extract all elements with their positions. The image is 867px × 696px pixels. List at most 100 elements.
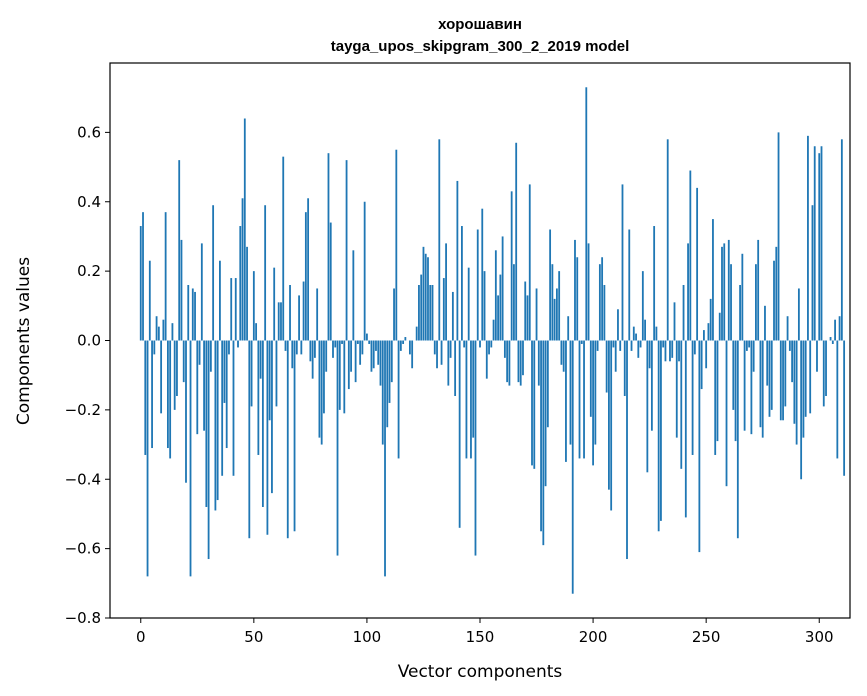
bar-9 bbox=[160, 340, 163, 414]
bar-172 bbox=[528, 184, 531, 341]
bar-28 bbox=[203, 340, 205, 431]
bar-311 bbox=[843, 340, 846, 476]
bar-112 bbox=[393, 288, 395, 341]
x-tick-label: 150 bbox=[466, 628, 495, 646]
bar-103 bbox=[372, 340, 375, 369]
bar-183 bbox=[553, 298, 556, 341]
bar-305 bbox=[829, 337, 832, 341]
bar-51 bbox=[255, 323, 258, 341]
bar-276 bbox=[764, 305, 766, 341]
bar-30 bbox=[207, 340, 210, 560]
bar-303 bbox=[825, 340, 827, 396]
bar-290 bbox=[795, 340, 798, 445]
bar-163 bbox=[508, 340, 511, 386]
bar-152 bbox=[483, 271, 486, 341]
bar-237 bbox=[675, 340, 678, 438]
bar-202 bbox=[596, 340, 599, 351]
bar-191 bbox=[571, 340, 574, 594]
bar-170 bbox=[524, 281, 527, 341]
bar-37 bbox=[223, 340, 226, 403]
bar-74 bbox=[307, 198, 310, 341]
bar-62 bbox=[280, 302, 282, 341]
bar-130 bbox=[433, 340, 436, 355]
bar-204 bbox=[601, 257, 604, 341]
y-tick-label: −0.2 bbox=[65, 401, 101, 419]
bar-79 bbox=[318, 340, 321, 438]
bar-300 bbox=[818, 153, 821, 341]
bar-174 bbox=[533, 340, 536, 469]
bar-213 bbox=[621, 184, 624, 341]
bar-87 bbox=[336, 340, 339, 556]
bar-116 bbox=[402, 340, 405, 344]
bar-104 bbox=[375, 340, 377, 351]
bar-99 bbox=[363, 201, 366, 341]
bar-151 bbox=[481, 208, 484, 341]
bar-27 bbox=[200, 243, 203, 341]
bar-281 bbox=[775, 246, 778, 341]
bar-200 bbox=[592, 340, 594, 466]
bar-20 bbox=[185, 340, 187, 483]
bar-12 bbox=[166, 340, 169, 449]
bar-189 bbox=[567, 316, 570, 341]
bar-4 bbox=[148, 260, 151, 341]
bar-80 bbox=[320, 340, 323, 445]
bar-53 bbox=[259, 340, 262, 379]
bar-158 bbox=[497, 295, 499, 341]
bar-124 bbox=[420, 274, 423, 341]
bar-69 bbox=[295, 340, 298, 355]
bar-78 bbox=[316, 288, 319, 341]
bar-132 bbox=[438, 139, 441, 341]
bar-36 bbox=[221, 340, 224, 476]
bar-115 bbox=[399, 340, 402, 351]
bar-147 bbox=[472, 340, 475, 438]
bar-40 bbox=[230, 278, 233, 341]
bar-107 bbox=[381, 340, 384, 445]
bar-41 bbox=[232, 340, 235, 476]
bar-230 bbox=[660, 340, 662, 521]
bar-94 bbox=[352, 250, 355, 341]
bar-92 bbox=[347, 340, 350, 390]
bar-279 bbox=[770, 340, 773, 410]
bar-145 bbox=[467, 267, 470, 341]
bar-59 bbox=[273, 267, 276, 341]
bar-244 bbox=[691, 340, 694, 455]
bar-228 bbox=[655, 326, 658, 341]
bar-164 bbox=[510, 191, 513, 341]
bar-207 bbox=[608, 340, 610, 490]
bar-137 bbox=[449, 340, 452, 358]
bar-167 bbox=[517, 340, 520, 383]
bar-88 bbox=[338, 340, 341, 410]
bar-61 bbox=[277, 302, 280, 341]
bar-93 bbox=[350, 340, 352, 372]
bar-274 bbox=[759, 340, 762, 428]
bar-154 bbox=[488, 340, 490, 355]
bar-82 bbox=[325, 340, 328, 372]
bar-176 bbox=[537, 340, 540, 386]
bar-22 bbox=[189, 340, 192, 577]
bar-249 bbox=[703, 330, 705, 341]
bar-67 bbox=[291, 340, 294, 369]
bar-220 bbox=[637, 340, 640, 358]
bar-306 bbox=[831, 340, 834, 344]
bar-212 bbox=[619, 340, 622, 351]
bar-234 bbox=[669, 340, 671, 362]
bar-44 bbox=[239, 226, 242, 341]
bar-52 bbox=[257, 340, 260, 455]
bar-155 bbox=[490, 340, 493, 348]
bar-162 bbox=[506, 340, 509, 383]
bar-159 bbox=[499, 274, 502, 341]
bar-72 bbox=[302, 281, 305, 341]
bar-63 bbox=[282, 156, 285, 341]
bar-21 bbox=[187, 285, 190, 341]
bar-113 bbox=[395, 149, 398, 341]
bar-297 bbox=[811, 205, 814, 341]
bar-264 bbox=[736, 340, 739, 539]
bar-198 bbox=[587, 243, 590, 341]
bar-142 bbox=[461, 226, 463, 341]
x-tick-label: 100 bbox=[353, 628, 382, 646]
bar-261 bbox=[730, 264, 732, 341]
bar-143 bbox=[463, 340, 466, 348]
bar-246 bbox=[696, 187, 699, 341]
bar-15 bbox=[173, 340, 176, 410]
